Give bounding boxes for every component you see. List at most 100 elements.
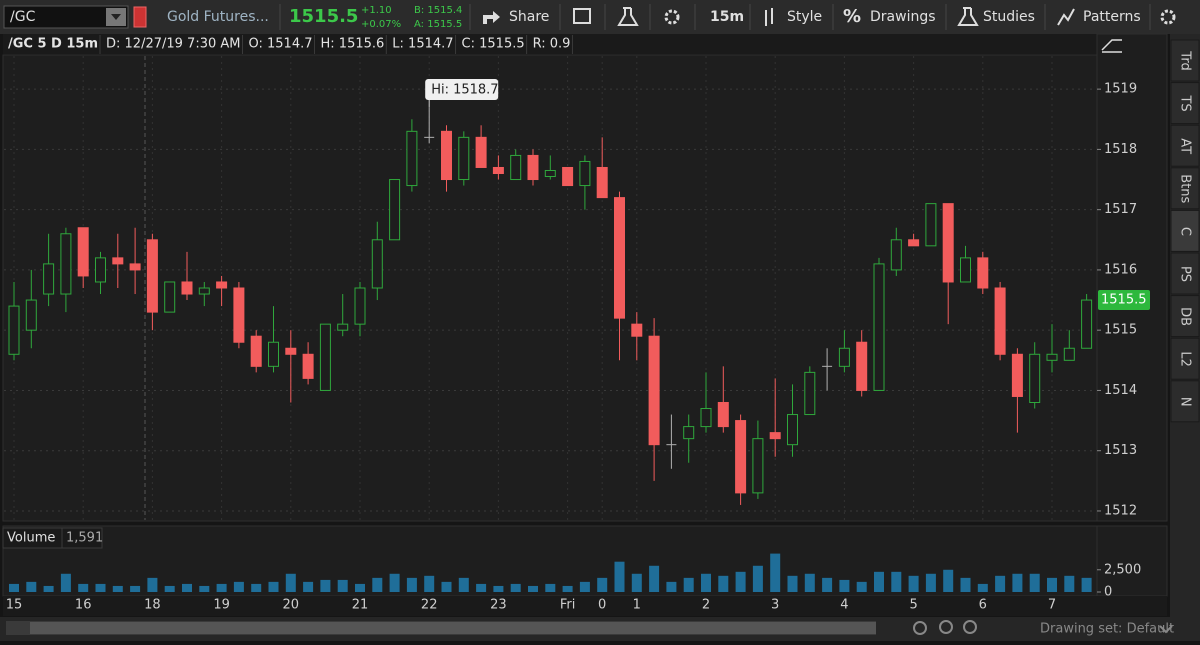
volume-bar [683, 577, 694, 592]
volume-bar [285, 573, 296, 592]
volume-bar [233, 581, 244, 592]
candle-body [406, 130, 418, 187]
share-label: Share [509, 9, 549, 25]
info-item: H: 1515.6 [321, 37, 385, 52]
time-axis [3, 596, 1167, 616]
volume-bar [735, 571, 746, 592]
volume-bar [856, 581, 867, 592]
studies-button[interactable]: Studies [957, 7, 1035, 26]
ask: A: 1515.5 [414, 19, 462, 30]
side-tab-label: N [1178, 397, 1193, 407]
volume-bar [528, 585, 538, 592]
style-label: Style [787, 9, 822, 25]
candle-body [942, 203, 954, 283]
last-price-box [1098, 290, 1150, 311]
volume-bar [822, 577, 833, 592]
volume-bar [839, 579, 850, 592]
footer-arrow[interactable] [1159, 625, 1173, 634]
info-item: C: 1515.5 [462, 37, 525, 52]
volume-bar [649, 565, 660, 592]
axis-scale-icon[interactable] [1101, 39, 1122, 53]
volume-bar [562, 585, 573, 592]
side-tab[interactable] [1170, 167, 1200, 210]
flask-icon[interactable] [617, 7, 639, 26]
symbol-box[interactable] [3, 5, 129, 29]
volume-bar [389, 573, 400, 592]
info-item: O: 1514.7 [249, 37, 313, 52]
side-tab[interactable] [1170, 209, 1200, 252]
x-tick-label: 23 [490, 598, 507, 613]
volume-bar [718, 575, 729, 592]
settings-icon[interactable] [1160, 9, 1176, 25]
candle-body [95, 257, 106, 283]
symbol: /GC [10, 9, 36, 25]
side-tab[interactable] [1170, 82, 1200, 125]
volume-bar [908, 575, 919, 592]
y-tick-label: 1519 [1104, 82, 1137, 97]
settings-icon[interactable] [664, 9, 680, 25]
x-tick-label: 6 [979, 598, 987, 613]
candle-body [1081, 299, 1093, 349]
drawings-icon: % [843, 6, 861, 27]
volume-bar [268, 581, 279, 592]
side-tab[interactable] [1170, 252, 1200, 295]
side-tab[interactable] [1170, 380, 1200, 423]
x-tick-label: 0 [598, 598, 606, 613]
side-tab-label: L2 [1178, 351, 1193, 367]
candle-body [1011, 353, 1023, 397]
side-tab[interactable] [1170, 39, 1200, 82]
volume-bar [1081, 577, 1092, 592]
zoom-out-icon[interactable] [963, 620, 977, 634]
side-tab[interactable] [1170, 124, 1200, 167]
info-bar [3, 34, 1167, 54]
change-percent: +0.07% [361, 19, 401, 30]
candle-body [285, 347, 297, 355]
volume-bar [925, 573, 936, 592]
style-button[interactable]: Style [765, 8, 822, 26]
candle-body [631, 323, 643, 337]
info-item: L: 1514.7 [392, 37, 453, 52]
volume-bar [770, 553, 781, 592]
pan-icon[interactable] [913, 621, 927, 635]
volume-bar [631, 573, 642, 592]
interval[interactable]: 15m [710, 9, 744, 25]
volume-value-box [61, 527, 103, 549]
scrollbar-thumb[interactable] [30, 622, 876, 634]
link-flag[interactable] [133, 6, 147, 28]
candle-body [77, 227, 89, 277]
side-tab[interactable] [1170, 337, 1200, 380]
side-tab[interactable] [1170, 295, 1200, 338]
volume-bar [1029, 573, 1040, 592]
side-tab-label: PS [1178, 266, 1193, 282]
patterns-button[interactable]: Patterns [1057, 8, 1141, 26]
x-tick-label: Fri [560, 598, 576, 613]
candle-body [302, 353, 314, 379]
candle-body [268, 341, 279, 367]
volume-bar [1047, 577, 1057, 592]
share-button[interactable]: Share [483, 9, 549, 25]
last-price: 1515.5 [289, 6, 358, 27]
drawing-set[interactable]: Drawing set: Default [1040, 622, 1174, 637]
high-label-box [425, 79, 499, 100]
volume-axis [1096, 525, 1168, 597]
volume-bar [60, 573, 71, 592]
drawings-button[interactable]: % Drawings [843, 6, 936, 27]
candle-body [873, 263, 885, 391]
volume-bar [977, 583, 988, 592]
candle-body [925, 203, 937, 247]
x-tick-label: 16 [75, 598, 92, 613]
y-tick-label: 1515 [1104, 323, 1137, 338]
candle-body [216, 281, 228, 289]
volume-bar [441, 581, 452, 592]
zoom-in-icon[interactable] [939, 620, 953, 634]
y-tick-label: 1513 [1104, 443, 1137, 458]
candle-body [510, 154, 522, 181]
candle-body [527, 154, 539, 181]
candle-body [856, 341, 868, 391]
candle-body [579, 160, 591, 187]
x-tick-label: 15 [6, 598, 23, 613]
notes-icon[interactable] [573, 8, 591, 24]
volume-bar [424, 575, 435, 592]
drawings-label: Drawings [870, 9, 936, 25]
candle-body [1029, 353, 1041, 403]
